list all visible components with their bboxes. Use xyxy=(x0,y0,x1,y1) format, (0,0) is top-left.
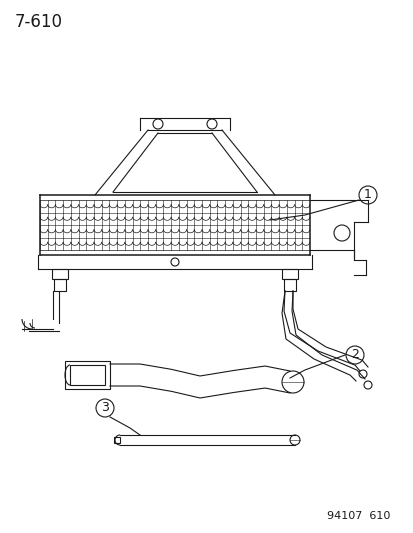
Bar xyxy=(52,269,68,279)
Bar xyxy=(281,269,297,279)
Bar xyxy=(54,279,66,291)
Text: 94107  610: 94107 610 xyxy=(326,511,389,521)
Bar xyxy=(114,437,120,443)
Text: 1: 1 xyxy=(363,189,371,201)
Text: 7-610: 7-610 xyxy=(15,13,63,31)
Bar xyxy=(70,365,105,385)
Text: 3: 3 xyxy=(101,401,109,415)
Bar xyxy=(283,279,295,291)
Text: 2: 2 xyxy=(350,349,358,361)
Bar xyxy=(65,361,110,389)
